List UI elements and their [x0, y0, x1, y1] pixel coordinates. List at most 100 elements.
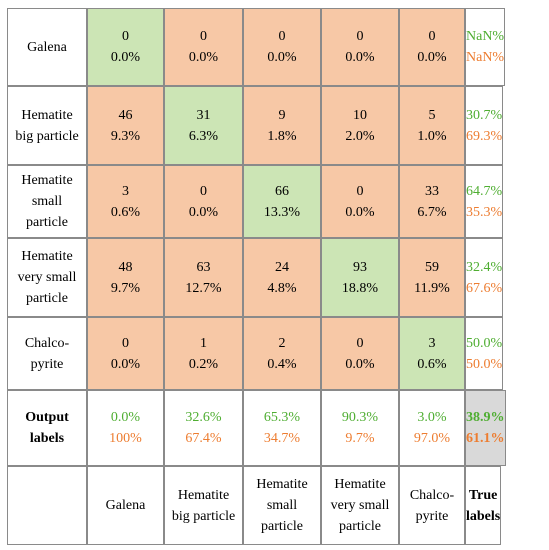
col-label-text: Hematite	[334, 477, 386, 492]
cell-percent: 0.0%	[110, 356, 141, 372]
cell-count: 5	[428, 107, 436, 123]
cell-percent: 0.0%	[110, 50, 141, 65]
col-summary-cell: 90.3% 9.7%	[321, 390, 399, 466]
matrix-cell: 3 0.6%	[87, 165, 164, 238]
cell-percent: 13.3%	[263, 204, 301, 220]
col-label: Hematite small particle	[243, 466, 321, 545]
col-label-text: Hematite	[256, 477, 308, 492]
cell-percent: 12.7%	[185, 280, 222, 296]
row-label-text: Chalco-	[24, 335, 70, 351]
cell-percent: 0.2%	[188, 356, 219, 372]
error-rate: 67.4%	[185, 431, 222, 446]
matrix-cell: 0 0.0%	[321, 317, 399, 390]
cell-count: 2	[278, 335, 286, 351]
cell-percent: 11.9%	[414, 280, 450, 296]
row-label-text: pyrite	[30, 356, 64, 372]
col-label-text: Hematite	[177, 487, 230, 503]
cell-percent: 1.0%	[417, 128, 447, 144]
cell-count: 0	[278, 29, 286, 44]
correct-rate: 3.0%	[417, 410, 447, 425]
col-label: Chalco-pyrite	[399, 466, 465, 545]
empty-corner	[7, 466, 87, 545]
cell-percent: 0.0%	[188, 50, 219, 65]
row-label-text: very small	[17, 270, 77, 285]
matrix-cell: 31 6.3%	[164, 86, 243, 165]
cell-count: 9	[278, 107, 286, 123]
error-rate: 100%	[109, 431, 142, 446]
cell-percent: 9.7%	[110, 280, 141, 296]
row-label: Hematite big particle	[7, 86, 87, 165]
overall-error: 61.1%	[466, 431, 505, 446]
row-summary-cell: 32.4% 67.6%	[465, 238, 504, 317]
correct-rate: NaN%	[466, 29, 505, 44]
cell-count: 48	[118, 259, 133, 275]
col-label: Hematite big particle	[164, 466, 243, 545]
row-label: Chalco-pyrite	[7, 317, 87, 390]
col-label-text: particle	[339, 519, 381, 534]
cell-count: 3	[122, 183, 129, 199]
cell-count: 0	[428, 29, 436, 44]
col-summary-cell: 3.0% 97.0%	[399, 390, 465, 466]
col-label: Galena	[87, 466, 164, 545]
row-label-text: Hematite	[21, 173, 73, 188]
row-summary-cell: NaN% NaN%	[465, 8, 506, 86]
col-label-text: pyrite	[415, 508, 449, 524]
cell-percent: 0.0%	[345, 356, 375, 372]
row-label: Galena	[7, 8, 87, 86]
cell-percent: 0.4%	[267, 356, 297, 372]
matrix-cell: 10 2.0%	[321, 86, 399, 165]
cell-count: 1	[200, 335, 207, 351]
cell-percent: 0.0%	[188, 204, 219, 220]
row-label-text: Output	[25, 410, 69, 425]
row-label: Output labels	[7, 390, 87, 466]
matrix-cell: 9 1.8%	[243, 86, 321, 165]
confusion-matrix: Galena Hematite big particle Hematite small p…	[7, 8, 543, 545]
cell-percent: 0.0%	[345, 50, 375, 65]
error-rate: 9.7%	[345, 431, 375, 446]
cell-count: 0	[200, 29, 207, 44]
matrix-cell: 48 9.7%	[87, 238, 164, 317]
correct-rate: 50.0%	[466, 335, 503, 351]
matrix-cell: 0 0.0%	[321, 165, 399, 238]
col-summary-cell: 32.6% 67.4%	[164, 390, 243, 466]
cell-count: 0	[356, 335, 364, 351]
cell-percent: 9.3%	[110, 128, 141, 144]
cell-percent: 0.6%	[417, 356, 447, 372]
cell-percent: 6.3%	[188, 128, 219, 144]
cell-count: 0	[200, 183, 207, 199]
cell-percent: 2.0%	[345, 128, 375, 144]
matrix-cell: 66 13.3%	[243, 165, 321, 238]
correct-rate: 30.7%	[466, 107, 503, 123]
matrix-cell: 0 0.0%	[87, 8, 164, 86]
col-label-text: small	[266, 498, 298, 513]
row-label-text: Hematite	[21, 107, 73, 123]
row-label-text: Galena	[27, 39, 67, 55]
row-summary-cell: 50.0% 50.0%	[465, 317, 504, 390]
matrix-cell: 1 0.2%	[164, 317, 243, 390]
cell-percent: 0.0%	[345, 204, 375, 220]
col-summary-cell: 0.0% 100%	[87, 390, 164, 466]
matrix-cell: 63 12.7%	[164, 238, 243, 317]
cell-percent: 0.6%	[110, 204, 141, 220]
correct-rate: 32.4%	[466, 259, 503, 275]
col-label: Hematite very small particle	[321, 466, 399, 545]
cell-count: 10	[353, 107, 367, 123]
matrix-cell: 3 0.6%	[399, 317, 465, 390]
correct-rate: 0.0%	[110, 410, 141, 425]
matrix-cell: 0 0.0%	[87, 317, 164, 390]
error-rate: 69.3%	[466, 128, 503, 144]
cell-percent: 4.8%	[267, 280, 297, 296]
row-label: Hematite small particle	[7, 165, 87, 238]
cell-percent: 6.7%	[417, 204, 447, 220]
col-label-text: very small	[330, 498, 390, 513]
matrix-cell: 5 1.0%	[399, 86, 465, 165]
error-rate: 97.0%	[413, 431, 451, 446]
error-rate: 67.6%	[466, 280, 503, 296]
correct-rate: 65.3%	[263, 410, 301, 425]
cell-count: 63	[196, 259, 211, 275]
error-rate: 50.0%	[466, 356, 503, 372]
col-label-text: particle	[261, 519, 303, 534]
matrix-cell: 24 4.8%	[243, 238, 321, 317]
matrix-cell: 33 6.7%	[399, 165, 465, 238]
matrix-cell: 2 0.4%	[243, 317, 321, 390]
